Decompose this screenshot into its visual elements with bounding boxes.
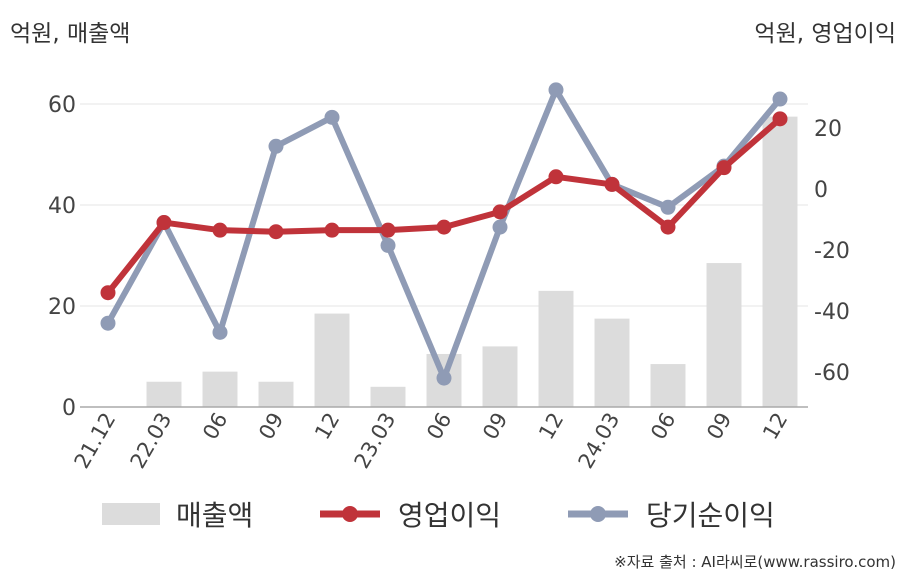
x-tick-label: 09 bbox=[702, 409, 736, 444]
legend-swatch-operating-profit bbox=[320, 506, 380, 522]
legend-item-operating-profit: 영업이익 bbox=[318, 492, 501, 536]
operating-profit-line bbox=[105, 116, 782, 295]
operating-profit-point bbox=[492, 204, 508, 220]
left-tick-label: 60 bbox=[48, 93, 76, 118]
sales-bar bbox=[482, 346, 518, 407]
right-tick-label: -20 bbox=[814, 239, 850, 264]
legend-item-net-income: 당기순이익 bbox=[566, 492, 775, 536]
profit-lines bbox=[100, 82, 788, 386]
operating-profit-point bbox=[380, 222, 396, 238]
operating-profit-point bbox=[548, 169, 564, 185]
x-tick-label: 21.12 bbox=[69, 409, 120, 473]
source-note: ※자료 출처 : AI라씨로(www.rassiro.com) bbox=[614, 553, 896, 571]
right-tick-label: 0 bbox=[814, 178, 828, 203]
legend: 매출액 영업이익 당기순이익 bbox=[0, 492, 908, 536]
legend-swatch-sales bbox=[102, 503, 160, 525]
net-income-point bbox=[212, 324, 228, 340]
right-axis-unit: 억원, 영업이익 bbox=[754, 21, 896, 47]
legend-label-sales: 매출액 bbox=[176, 499, 254, 532]
sales-bar bbox=[370, 386, 406, 407]
x-tick-label: 06 bbox=[198, 409, 232, 444]
x-tick-label: 06 bbox=[646, 409, 680, 444]
operating-profit-point bbox=[324, 222, 340, 238]
left-axis-unit: 억원, 매출액 bbox=[10, 21, 131, 47]
x-tick-label: 12 bbox=[310, 409, 344, 444]
net-income-point bbox=[492, 219, 508, 235]
operating-profit-point bbox=[268, 224, 284, 240]
operating-profit-point bbox=[436, 219, 452, 235]
legend-swatch-net-income bbox=[568, 506, 628, 522]
right-tick-label: -60 bbox=[814, 361, 850, 386]
sales-bars bbox=[146, 116, 798, 407]
x-tick-label: 23.03 bbox=[349, 409, 400, 473]
net-income-point bbox=[548, 82, 564, 98]
operating-profit-point bbox=[716, 160, 732, 176]
left-tick-label: 20 bbox=[48, 295, 76, 320]
operating-profit-point bbox=[772, 111, 788, 127]
legend-label-net-income: 당기순이익 bbox=[646, 499, 775, 532]
sales-bar bbox=[650, 364, 686, 407]
legend-label-operating-profit: 영업이익 bbox=[398, 499, 502, 532]
sales-bar bbox=[146, 381, 182, 407]
x-tick-label: 12 bbox=[534, 409, 568, 444]
net-income-point bbox=[100, 315, 116, 331]
net-income-point bbox=[324, 109, 340, 125]
sales-bar bbox=[202, 371, 238, 407]
sales-bar bbox=[762, 116, 798, 407]
x-tick-label: 09 bbox=[478, 409, 512, 444]
sales-bar bbox=[706, 263, 742, 407]
x-tick-label: 12 bbox=[758, 409, 792, 444]
sales-bar bbox=[258, 381, 294, 407]
x-tick-label: 24.03 bbox=[573, 409, 624, 473]
net-income-point bbox=[772, 91, 788, 107]
operating-profit-point bbox=[660, 219, 676, 235]
operating-profit-point bbox=[212, 222, 228, 238]
sales-bar bbox=[314, 313, 350, 407]
left-tick-label: 0 bbox=[62, 396, 76, 421]
right-tick-label: 20 bbox=[814, 117, 842, 142]
x-tick-label: 06 bbox=[422, 409, 456, 444]
operating-profit-point bbox=[604, 176, 620, 192]
x-tick-label: 22.03 bbox=[125, 409, 176, 473]
operating-profit-point bbox=[156, 215, 172, 231]
net-income-point bbox=[268, 138, 284, 154]
net-income-point bbox=[380, 237, 396, 253]
net-income-point bbox=[436, 370, 452, 386]
right-tick-label: -40 bbox=[814, 300, 850, 325]
net-income-point bbox=[660, 199, 676, 215]
operating-profit-point bbox=[100, 285, 116, 301]
left-tick-label: 40 bbox=[48, 194, 76, 219]
sales-bar bbox=[538, 290, 574, 407]
sales-bar bbox=[594, 318, 630, 407]
legend-item-sales: 매출액 bbox=[102, 492, 253, 536]
x-tick-label: 09 bbox=[254, 409, 288, 444]
